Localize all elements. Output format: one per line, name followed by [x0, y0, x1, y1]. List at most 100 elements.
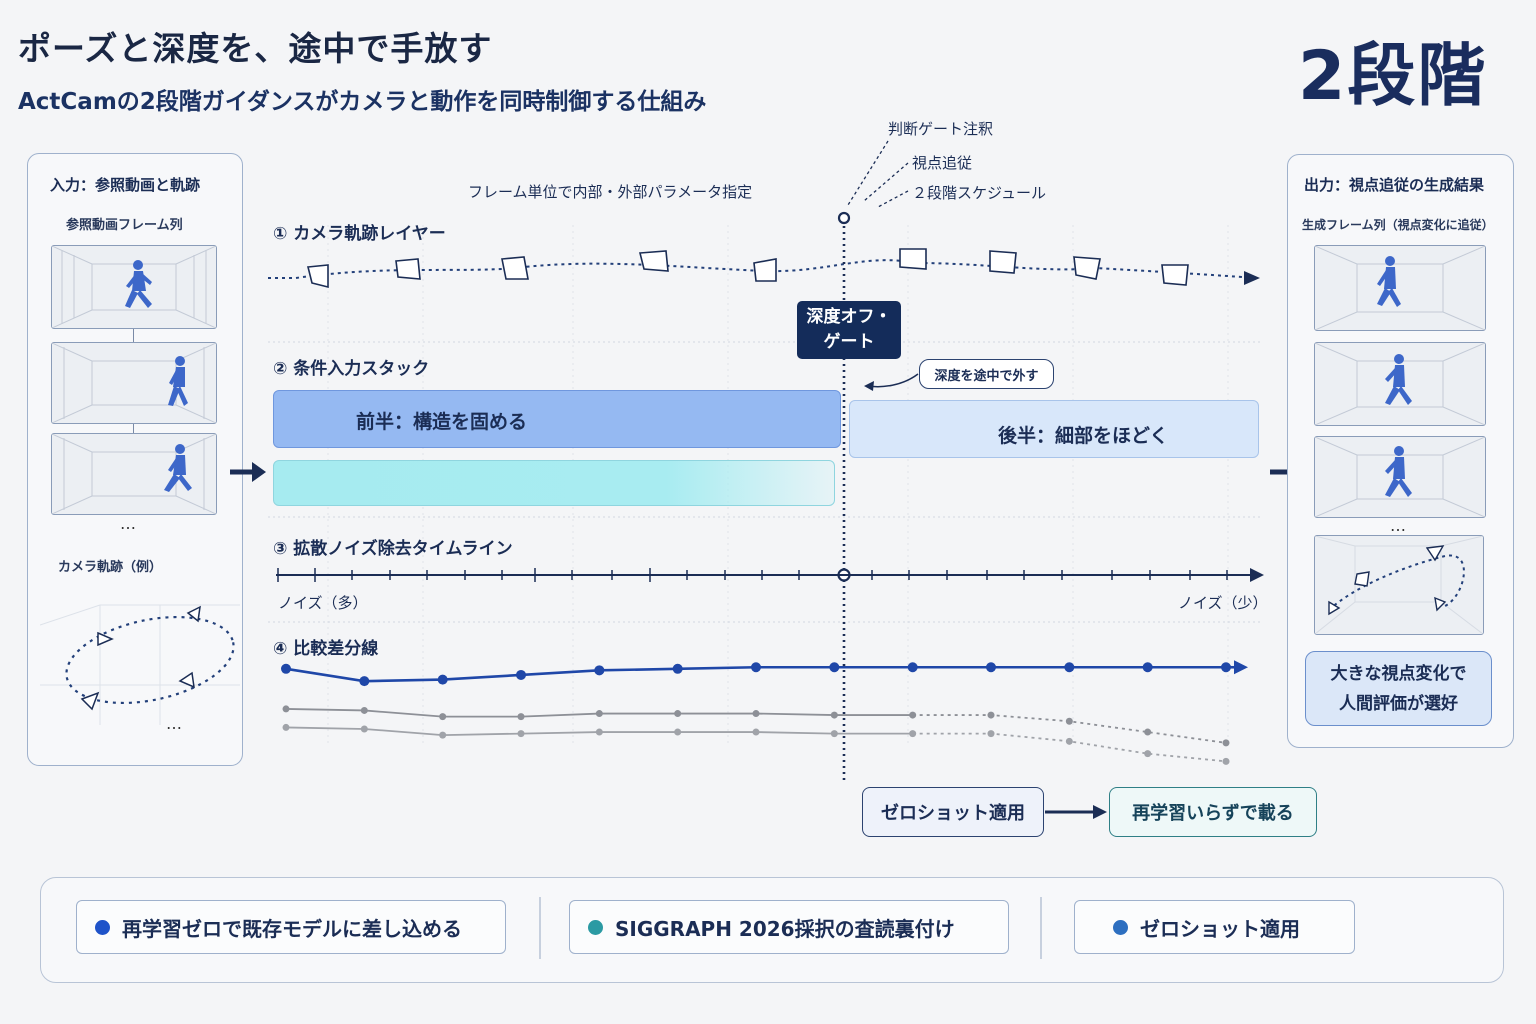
series-3-point: [752, 728, 760, 736]
human-preference-box: 大きな視点変化で 人間評価が選好: [1305, 651, 1492, 726]
footer-item-retrain: 再学習ゼロで既存モデルに差し込める: [76, 900, 506, 954]
series-2-point: [674, 710, 682, 718]
front-half-label: 前半：構造を固める: [356, 411, 528, 433]
series-2-point: [909, 711, 917, 719]
series-line-3-post-gate: [912, 732, 1227, 763]
preference-line-2: 人間評価が選好: [1339, 693, 1458, 714]
series-3-point: [282, 723, 290, 731]
series-1-point: [751, 662, 761, 673]
reference-frame-1: [51, 245, 217, 329]
reference-frame-3: [51, 433, 217, 515]
corridor-figure-image: [1315, 246, 1485, 330]
gate-divider-line: [837, 211, 851, 783]
annotation-leader-lines: [847, 140, 909, 208]
schedule-annotation: ２段階スケジュール: [912, 184, 1046, 202]
front-half-bar: [273, 390, 841, 448]
series-3-point: [517, 730, 525, 738]
series-2-point: [1144, 728, 1152, 736]
trajectory-ellipsis: …: [166, 714, 183, 733]
series-1-point: [516, 669, 526, 680]
footer-item-zeroshot-label: ゼロショット適用: [1140, 916, 1300, 941]
zero-shot-box: ゼロショット適用: [862, 787, 1044, 837]
series-3-point: [1065, 737, 1073, 745]
generated-frames-ellipsis: …: [1390, 516, 1407, 535]
series-2-point: [517, 713, 525, 721]
generated-frame-3: [1314, 436, 1486, 518]
series-1-arrowhead: [1234, 660, 1248, 675]
series-2-point: [752, 710, 760, 718]
trajectory-sketch: [40, 604, 240, 725]
series-2-point: [987, 711, 995, 719]
blue-dot-icon: [95, 919, 110, 935]
footer-separator: [539, 897, 541, 959]
footer-item-zeroshot: ゼロショット適用: [1074, 900, 1355, 954]
back-half-bar: [849, 400, 1259, 458]
page-title: ポーズと深度を、途中で手放す: [18, 29, 493, 68]
judgement-gate-annotation: 判断ゲート注釈: [888, 120, 994, 138]
section-compare-heading: ④ 比較差分線: [273, 639, 379, 659]
series-2-point: [1222, 739, 1230, 747]
series-3-point: [987, 730, 995, 738]
back-half-label: 後半：細部をほどく: [998, 425, 1169, 447]
section-camera-heading: ① カメラ軌跡レイヤー: [273, 224, 446, 244]
reference-frames-label: 参照動画フレーム列: [66, 218, 183, 233]
pose-condition-bar: [273, 460, 835, 506]
series-3-point: [674, 728, 682, 736]
series-1-point: [594, 665, 605, 676]
series-3-point: [909, 730, 917, 738]
generated-frame-2: [1314, 342, 1486, 426]
page-subtitle: ActCamの2段階ガイダンスがカメラと動作を同時制御する仕組み: [18, 89, 707, 115]
series-2-point: [360, 706, 368, 714]
depth-off-gate: 深度オフ・ ゲート: [797, 301, 901, 359]
stage-badge: 2段階: [1298, 37, 1488, 116]
denoise-timeline-axis: [276, 568, 1264, 582]
corridor-figure-image: [52, 343, 216, 423]
series-1-point: [437, 674, 448, 685]
corridor-figure-image: [1315, 437, 1485, 517]
output-panel-title: 出力：視点追従の生成結果: [1304, 176, 1485, 194]
series-3-point: [595, 728, 603, 736]
series-2-point: [439, 713, 447, 721]
trajectory-label: カメラ軌跡（例）: [58, 560, 163, 575]
frames-ellipsis: …: [120, 514, 137, 533]
series-1-point: [907, 662, 918, 673]
generated-frame-1: [1314, 245, 1486, 331]
flow-arrow-icon: [1045, 805, 1107, 819]
section-condition-heading: ② 条件入力スタック: [273, 359, 430, 379]
footer-separator: [1040, 897, 1042, 959]
timeline-start-label: ノイズ（多）: [278, 594, 368, 612]
depth-removal-note: 深度を途中で外す: [919, 359, 1054, 389]
view-follow-annotation: 視点追従: [912, 154, 973, 172]
gate-label-line2: ゲート: [823, 332, 875, 352]
reference-frame-2: [51, 342, 217, 424]
corridor-figure-image: [1315, 343, 1485, 425]
series-3-point: [1144, 750, 1152, 758]
series-2-point: [830, 711, 838, 719]
series-1-point: [359, 676, 370, 687]
no-retrain-box: 再学習いらずで載る: [1109, 787, 1317, 837]
series-2-point: [282, 705, 290, 713]
footer-item-retrain-label: 再学習ゼロで既存モデルに差し込める: [122, 916, 462, 941]
footer-item-siggraph-label: SIGGRAPH 2026採択の査読裏付け: [615, 916, 955, 941]
series-3-point: [1222, 757, 1230, 765]
series-1-point: [1064, 662, 1075, 673]
series-3-point: [360, 725, 368, 733]
footer-item-siggraph: SIGGRAPH 2026採択の査読裏付け: [569, 900, 1009, 954]
corridor-figure-image: [52, 246, 216, 328]
timeline-end-label: ノイズ（少）: [1178, 594, 1268, 612]
comparison-chart: [281, 660, 1248, 765]
generated-frames-label: 生成フレーム列（視点変化に追従）: [1302, 218, 1494, 232]
series-3-point: [439, 731, 447, 739]
frame-parameter-note: フレーム単位で内部・外部パラメータ指定: [468, 183, 753, 201]
series-1-point: [829, 662, 840, 673]
series-1-point: [281, 663, 291, 674]
generated-trajectory-sketch: [1315, 536, 1483, 634]
section-denoise-heading: ③ 拡散ノイズ除去タイムライン: [273, 539, 513, 559]
teal-dot-icon: [588, 919, 603, 935]
series-1-point: [672, 663, 683, 674]
series-2-point: [595, 710, 603, 718]
input-panel-title: 入力：参照動画と軌跡: [50, 176, 201, 194]
corridor-figure-image: [52, 434, 216, 514]
generated-trajectory-frame: [1314, 535, 1484, 635]
series-3-point: [830, 730, 838, 738]
